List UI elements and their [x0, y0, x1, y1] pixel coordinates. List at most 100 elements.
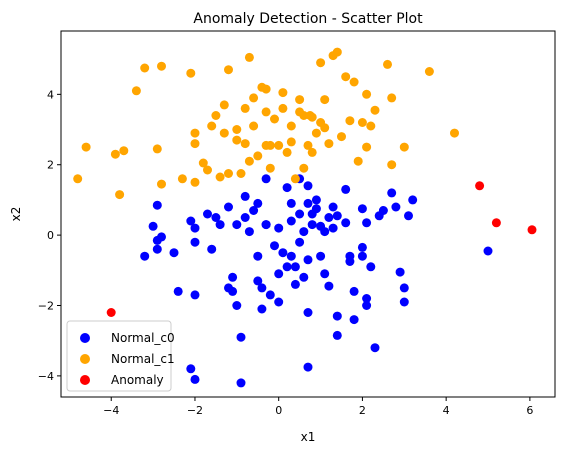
x-tick-label: 0: [275, 404, 282, 417]
data-point: [232, 301, 242, 310]
legend-label: Normal_c0: [111, 331, 175, 345]
data-point: [261, 220, 271, 230]
data-point: [115, 190, 125, 200]
data-point: [286, 198, 296, 208]
data-point: [424, 67, 434, 76]
data-point: [148, 221, 158, 231]
data-point: [362, 89, 372, 99]
data-point: [249, 93, 259, 103]
data-point: [253, 251, 263, 261]
data-point: [345, 257, 355, 266]
data-point: [295, 95, 305, 105]
data-point: [261, 174, 271, 184]
data-point: [391, 202, 401, 212]
data-point: [244, 156, 254, 166]
data-point: [169, 248, 179, 258]
data-point: [190, 128, 200, 138]
data-point: [332, 311, 342, 321]
data-point: [387, 93, 397, 103]
x-tick-label: −4: [103, 404, 119, 417]
data-point: [249, 121, 259, 131]
data-point: [240, 139, 250, 149]
data-point: [190, 177, 200, 187]
data-point: [186, 216, 196, 226]
data-point: [349, 286, 359, 296]
data-point: [383, 59, 392, 69]
data-point: [244, 52, 254, 62]
data-point: [341, 218, 351, 228]
data-point: [270, 114, 279, 124]
data-point: [253, 198, 263, 208]
data-point: [311, 195, 321, 205]
x-tick-label: 4: [443, 404, 450, 417]
data-point: [295, 237, 305, 247]
data-point: [215, 220, 225, 230]
data-point: [357, 204, 367, 214]
legend-marker: [80, 375, 90, 385]
data-point: [232, 135, 242, 145]
data-point: [240, 213, 250, 222]
data-point: [316, 251, 326, 261]
data-point: [324, 139, 334, 149]
y-tick-label: 2: [47, 159, 54, 172]
data-point: [305, 111, 315, 120]
data-point: [450, 128, 459, 138]
data-point: [152, 244, 162, 254]
data-point: [282, 262, 292, 272]
data-point: [357, 251, 367, 261]
data-point: [203, 209, 212, 219]
data-point: [173, 286, 183, 296]
data-point: [203, 165, 212, 175]
data-point: [236, 169, 246, 178]
data-point: [224, 65, 233, 75]
data-point: [81, 142, 91, 152]
y-axis-label: x2: [9, 207, 23, 222]
data-point: [224, 202, 233, 212]
data-point: [278, 103, 288, 113]
data-point: [190, 223, 200, 233]
data-point: [240, 191, 250, 201]
data-point: [219, 128, 229, 138]
data-point: [303, 255, 313, 265]
data-point: [207, 121, 217, 131]
data-point: [357, 118, 367, 127]
data-point: [190, 139, 200, 149]
data-point: [274, 297, 284, 307]
data-point: [186, 68, 196, 78]
data-point: [219, 100, 229, 110]
data-point: [286, 216, 296, 226]
data-point: [320, 269, 330, 279]
data-point: [366, 121, 376, 131]
data-point: [370, 343, 380, 353]
data-point: [228, 286, 238, 296]
data-point: [378, 206, 388, 215]
data-point: [106, 308, 116, 317]
data-point: [404, 211, 413, 221]
data-point: [286, 137, 296, 147]
data-point: [366, 262, 376, 272]
data-point: [236, 378, 246, 388]
data-point: [324, 281, 334, 291]
data-point: [253, 151, 263, 161]
data-point: [357, 242, 367, 252]
data-point: [387, 188, 397, 198]
data-point: [328, 223, 338, 233]
data-point: [332, 211, 342, 221]
data-point: [491, 218, 501, 228]
data-point: [399, 142, 409, 152]
data-point: [290, 174, 300, 184]
data-point: [362, 301, 372, 310]
data-point: [299, 227, 309, 237]
series-normal-c1: [73, 47, 459, 200]
data-point: [152, 144, 162, 154]
data-point: [324, 213, 334, 222]
data-point: [198, 158, 208, 168]
data-point: [73, 174, 83, 184]
data-point: [303, 181, 313, 191]
data-point: [228, 272, 238, 282]
data-point: [395, 267, 405, 277]
data-point: [274, 140, 284, 150]
data-point: [345, 116, 355, 126]
y-tick-label: −2: [38, 300, 54, 313]
